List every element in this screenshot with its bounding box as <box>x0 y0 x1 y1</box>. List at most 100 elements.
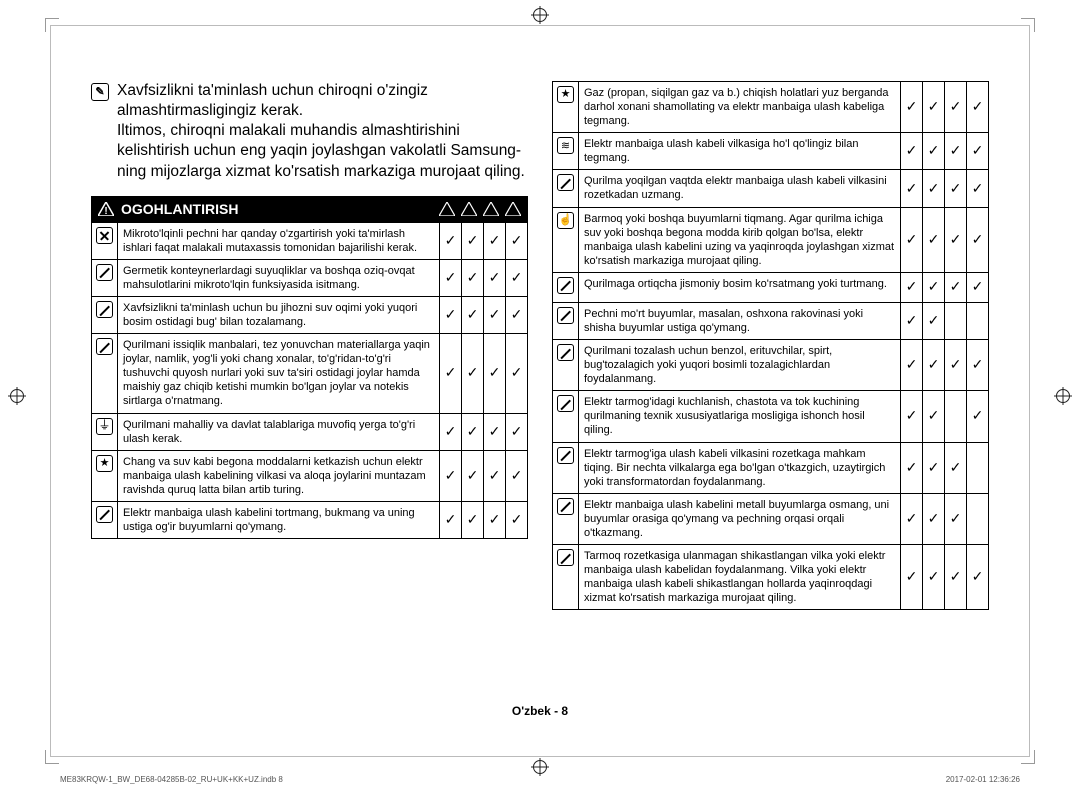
row-icon-cell <box>553 493 579 544</box>
row-icon-cell <box>553 302 579 339</box>
slash-icon <box>557 447 574 464</box>
slash-icon <box>557 307 574 324</box>
note-icon: ✎ <box>91 83 109 101</box>
check-cell: ✓ <box>462 259 484 296</box>
check-cell: ✓ <box>967 391 989 442</box>
slash-icon <box>96 264 113 281</box>
check-cell: ✓ <box>506 297 528 334</box>
row-icon-cell <box>553 391 579 442</box>
check-cell: ✓ <box>923 493 945 544</box>
check-cell: ✓ <box>901 340 923 391</box>
row-text: Elektr tarmog'idagi kuchlanish, chastota… <box>579 391 901 442</box>
check-cell: ✓ <box>945 207 967 272</box>
row-icon-cell <box>553 272 579 302</box>
table-row: Mikroto'lqinli pechni har qanday o'zgart… <box>92 222 528 259</box>
table-row: Qurilmani tozalash uchun benzol, erituvc… <box>553 340 989 391</box>
slash-icon <box>96 301 113 318</box>
check-cell: ✓ <box>506 413 528 450</box>
check-cell: ✓ <box>945 133 967 170</box>
check-cell: ✓ <box>440 413 462 450</box>
check-cell: ✓ <box>901 207 923 272</box>
table-row: Gaz (propan, siqilgan gaz va b.) chiqish… <box>553 82 989 133</box>
slash-icon <box>96 338 113 355</box>
check-cell: ✓ <box>923 391 945 442</box>
x-icon <box>96 227 113 244</box>
slash-icon <box>96 506 113 523</box>
row-icon-cell <box>92 259 118 296</box>
check-cell: ✓ <box>901 170 923 207</box>
slash-icon <box>557 277 574 294</box>
check-cell: ✓ <box>945 82 967 133</box>
check-cell: ✓ <box>462 222 484 259</box>
row-text: Elektr manbaiga ulash kabelini tortmang,… <box>118 501 440 538</box>
check-cell: ✓ <box>901 493 923 544</box>
row-icon-cell <box>553 82 579 133</box>
check-cell: ✓ <box>462 450 484 501</box>
check-cell: ✓ <box>484 334 506 413</box>
row-text: Barmoq yoki boshqa buyumlarni tiqmang. A… <box>579 207 901 272</box>
row-icon-cell <box>92 222 118 259</box>
wave-icon <box>557 137 574 154</box>
check-cell: ✓ <box>945 493 967 544</box>
check-cell <box>945 391 967 442</box>
check-cell: ✓ <box>901 302 923 339</box>
row-text: Qurilma yoqilgan vaqtda elektr manbaiga … <box>579 170 901 207</box>
slash-icon <box>557 549 574 566</box>
check-cell: ✓ <box>440 501 462 538</box>
check-cell: ✓ <box>484 259 506 296</box>
row-text: Gaz (propan, siqilgan gaz va b.) chiqish… <box>579 82 901 133</box>
check-cell: ✓ <box>945 442 967 493</box>
intro-text: Xavfsizlikni ta'minlash uchun chiroqni o… <box>117 81 528 182</box>
row-icon-cell <box>92 413 118 450</box>
right-warning-table: Gaz (propan, siqilgan gaz va b.) chiqish… <box>552 81 989 610</box>
check-cell: ✓ <box>901 133 923 170</box>
table-row: Xavfsizlikni ta'minlash uchun bu jihozni… <box>92 297 528 334</box>
check-cell: ✓ <box>462 334 484 413</box>
row-text: Qurilmani issiqlik manbalari, tez yonuvc… <box>118 334 440 413</box>
row-icon-cell <box>553 442 579 493</box>
check-cell <box>967 493 989 544</box>
hand-icon <box>557 212 574 229</box>
svg-text:!: ! <box>104 206 107 216</box>
check-cell: ✓ <box>945 340 967 391</box>
row-icon-cell <box>553 207 579 272</box>
check-cell: ✓ <box>967 340 989 391</box>
table-row: Elektr manbaiga ulash kabelini tortmang,… <box>92 501 528 538</box>
check-cell: ✓ <box>923 170 945 207</box>
check-cell: ✓ <box>462 297 484 334</box>
slash-icon <box>557 395 574 412</box>
check-cell: ✓ <box>484 501 506 538</box>
row-text: Qurilmani mahalliy va davlat talablariga… <box>118 413 440 450</box>
row-text: Elektr manbaiga ulash kabeli vilkasiga h… <box>579 133 901 170</box>
row-text: Qurilmaga ortiqcha jismoniy bosim ko'rsa… <box>579 272 901 302</box>
check-cell: ✓ <box>440 222 462 259</box>
check-cell: ✓ <box>901 82 923 133</box>
check-cell: ✓ <box>506 222 528 259</box>
page-language-footer: O'zbek - 8 <box>512 704 568 718</box>
table-row: Qurilmani mahalliy va davlat talablariga… <box>92 413 528 450</box>
table-row: Germetik konteynerlardagi suyuqliklar va… <box>92 259 528 296</box>
table-row: Qurilma yoqilgan vaqtda elektr manbaiga … <box>553 170 989 207</box>
check-cell: ✓ <box>945 545 967 610</box>
table-row: Pechni mo'rt buyumlar, masalan, oshxona … <box>553 302 989 339</box>
check-cell: ✓ <box>967 170 989 207</box>
warning-triangle-icon: ! <box>97 201 115 217</box>
intro-note: ✎ Xavfsizlikni ta'minlash uchun chiroqni… <box>91 81 528 182</box>
page-frame: ✎ Xavfsizlikni ta'minlash uchun chiroqni… <box>50 25 1030 757</box>
warning-title: OGOHLANTIRISH <box>121 201 238 217</box>
row-icon-cell <box>92 450 118 501</box>
table-row: Qurilmaga ortiqcha jismoniy bosim ko'rsa… <box>553 272 989 302</box>
left-warning-table: Mikroto'lqinli pechni har qanday o'zgart… <box>91 222 528 539</box>
check-cell: ✓ <box>484 222 506 259</box>
table-row: Barmoq yoki boshqa buyumlarni tiqmang. A… <box>553 207 989 272</box>
row-text: Elektr tarmog'iga ulash kabeli vilkasini… <box>579 442 901 493</box>
check-cell: ✓ <box>945 170 967 207</box>
left-column: ✎ Xavfsizlikni ta'minlash uchun chiroqni… <box>91 81 528 706</box>
check-cell: ✓ <box>923 82 945 133</box>
check-cell <box>967 302 989 339</box>
table-row: Elektr tarmog'iga ulash kabeli vilkasini… <box>553 442 989 493</box>
check-cell: ✓ <box>484 413 506 450</box>
check-cell: ✓ <box>440 450 462 501</box>
check-cell: ✓ <box>923 442 945 493</box>
check-cell: ✓ <box>506 450 528 501</box>
